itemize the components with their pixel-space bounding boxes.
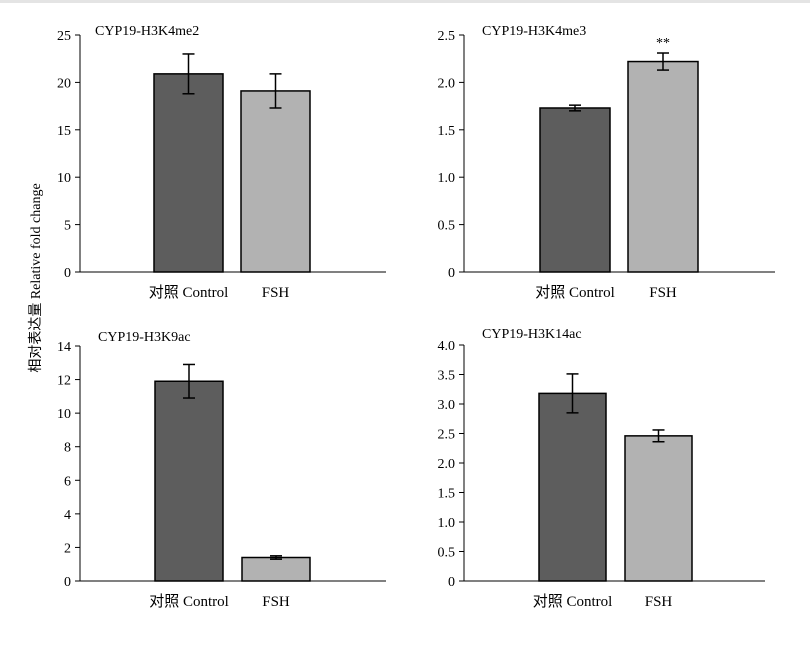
significance-marker: ** [656,36,670,51]
category-label: FSH [645,594,673,610]
category-label: FSH [262,594,290,610]
y-tick-label: 1.0 [438,171,456,186]
y-tick-label: 8 [64,441,71,456]
y-tick-label: 14 [57,340,71,355]
y-tick-label: 15 [57,124,71,139]
y-tick-label: 2.5 [438,428,456,443]
y-tick-label: 20 [57,76,71,91]
y-tick-label: 0 [448,266,455,281]
y-tick-label: 1.5 [438,124,456,139]
chart-panel: CYP19-H3K4me2 0 5 10 15 20 25 对照 Control FSH [57,24,386,301]
y-tick-label: 5 [64,219,71,234]
y-tick-label: 0.5 [438,546,456,561]
y-tick-label: 0 [64,266,71,281]
category-label: 对照 Control [149,593,229,610]
chart-panel: CYP19-H3K14ac 0 0.5 1.0 1.5 2.0 2.5 3.0 3.5 4.0 对照… [438,327,765,610]
y-tick-label: 25 [57,29,71,44]
bar [627,60,699,273]
bar [539,107,611,273]
y-tick-label: 4 [64,508,71,523]
chart-panel: CYP19-H3K4me3 0 0.5 1.0 1.5 2.0 2.5 对照 Control *… [438,24,775,301]
y-tick-label: 0.5 [438,219,456,234]
y-tick-label: 1.5 [438,487,456,502]
bar [153,73,224,273]
y-tick-label: 10 [57,407,71,422]
chart-panel: CYP19-H3K9ac 0 2 4 6 8 10 12 14 对照 Control FSH [57,330,386,610]
shared-y-axis-label: 相对表达量 Relative fold change [28,183,44,372]
category-label: 对照 Control [535,284,615,301]
panel-title: CYP19-H3K9ac [98,330,191,345]
y-tick-label: 3.5 [438,369,456,384]
y-tick-label: 2.5 [438,29,456,44]
panel-title: CYP19-H3K4me3 [482,24,586,39]
y-tick-label: 2.0 [438,76,456,91]
y-tick-label: 0 [64,575,71,590]
category-label: FSH [262,285,290,301]
y-tick-label: 2.0 [438,457,456,472]
y-tick-label: 6 [64,474,71,489]
y-tick-label: 0 [448,575,455,590]
y-tick-label: 1.0 [438,516,456,531]
bar [624,435,693,582]
bar [240,90,311,273]
category-label: FSH [649,285,677,301]
y-tick-label: 10 [57,171,71,186]
y-tick-label: 12 [57,374,71,389]
y-tick-label: 2 [64,541,71,556]
bar [538,392,607,582]
y-tick-label: 3.0 [438,398,456,413]
panel-title: CYP19-H3K4me2 [95,24,199,39]
panel-title: CYP19-H3K14ac [482,327,582,342]
category-label: 对照 Control [533,593,613,610]
category-label: 对照 Control [149,284,229,301]
y-tick-label: 4.0 [438,339,456,354]
top-border-line [0,0,810,3]
bar [241,556,311,582]
bar [154,380,224,582]
